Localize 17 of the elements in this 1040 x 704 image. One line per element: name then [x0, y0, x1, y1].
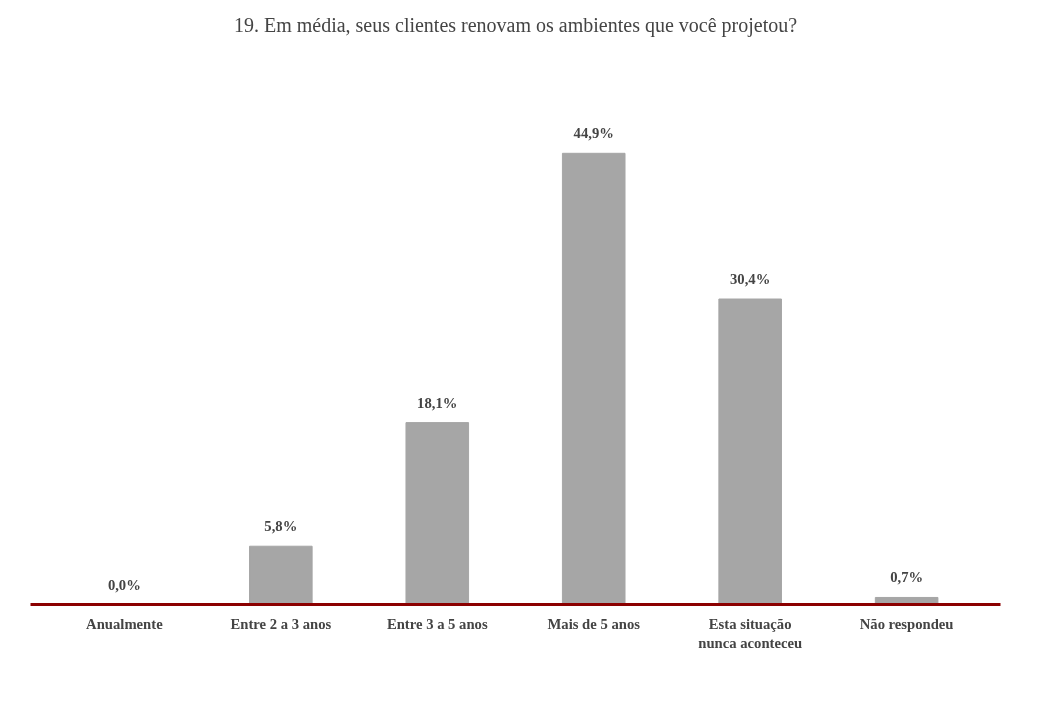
bar — [405, 422, 470, 605]
bar — [561, 152, 626, 605]
x-tick-label: Entre 2 a 3 anos — [230, 615, 332, 632]
x-tick-label: Esta situação nunca aconteceu — [698, 615, 803, 651]
x-tick-label: Anualmente — [86, 615, 164, 632]
chart-title: 19. Em média, seus clientes renovam os ambientes que você projetou? — [233, 13, 798, 37]
data-label: 5,8% — [264, 518, 298, 535]
x-tick-label: Mais de 5 anos — [547, 615, 641, 632]
bar — [249, 545, 313, 605]
x-tick-label: Entre 3 a 5 anos — [386, 615, 488, 632]
data-label: 44,9% — [573, 125, 614, 142]
data-label: 0,0% — [107, 576, 141, 593]
data-label: 0,7% — [890, 569, 924, 586]
x-tick-label: Não respondeu — [859, 615, 954, 632]
bar — [718, 298, 782, 605]
data-label: 30,4% — [730, 271, 771, 288]
data-label: 18,1% — [417, 394, 458, 411]
